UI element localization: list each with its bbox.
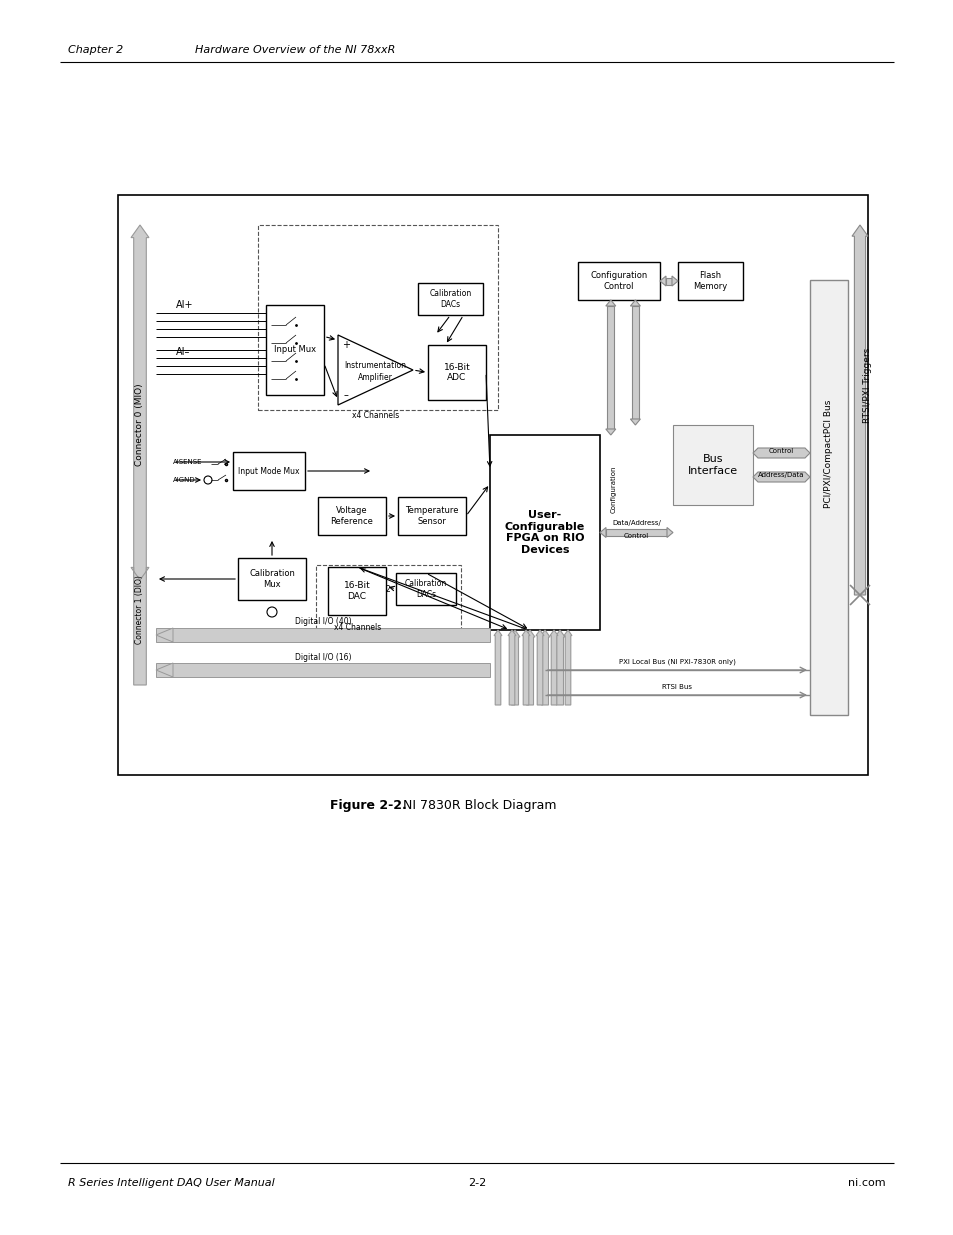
Bar	[578, 262, 659, 300]
Polygon shape	[630, 419, 639, 425]
Text: AISENSE: AISENSE	[172, 459, 202, 466]
Bar	[809, 280, 847, 715]
Text: Voltage
Reference: Voltage Reference	[331, 506, 373, 526]
Bar	[395, 573, 456, 605]
Polygon shape	[539, 630, 550, 705]
Text: ni.com: ni.com	[847, 1178, 885, 1188]
Bar	[156, 663, 490, 677]
Polygon shape	[507, 630, 516, 705]
Bar	[317, 496, 386, 535]
Polygon shape	[555, 630, 564, 705]
Text: User-
Configurable
FPGA on RIO
Devices: User- Configurable FPGA on RIO Devices	[504, 510, 584, 555]
Text: PCI/PXI/CompactPCI Bus: PCI/PXI/CompactPCI Bus	[823, 400, 833, 508]
Bar	[665, 278, 671, 284]
Text: Figure 2-2.: Figure 2-2.	[330, 799, 406, 811]
Bar	[257, 225, 497, 410]
Bar	[605, 529, 666, 536]
Polygon shape	[752, 448, 809, 458]
Bar	[397, 496, 465, 535]
Text: 2: 2	[385, 584, 390, 594]
Text: Calibration
Mux: Calibration Mux	[249, 569, 294, 589]
Text: Calibration
DACs: Calibration DACs	[429, 289, 471, 309]
Text: Hardware Overview of the NI 78xxR: Hardware Overview of the NI 78xxR	[194, 44, 395, 56]
Polygon shape	[337, 335, 413, 405]
Polygon shape	[605, 429, 615, 435]
Polygon shape	[524, 630, 535, 705]
Text: 16-Bit
ADC: 16-Bit ADC	[443, 363, 470, 382]
Polygon shape	[851, 225, 867, 595]
Text: AI–: AI–	[175, 347, 191, 357]
Bar	[631, 306, 639, 419]
Bar	[428, 345, 485, 400]
Polygon shape	[563, 630, 572, 705]
Polygon shape	[599, 527, 605, 537]
Text: Bus
Interface: Bus Interface	[687, 454, 738, 475]
Text: Configuration: Configuration	[610, 466, 617, 514]
Text: RTSI Bus: RTSI Bus	[661, 684, 692, 690]
Polygon shape	[156, 663, 172, 677]
Bar	[233, 452, 305, 490]
Text: AI+: AI+	[175, 300, 193, 310]
Bar	[417, 283, 482, 315]
Bar	[315, 564, 460, 634]
Polygon shape	[131, 567, 149, 685]
Text: Flash
Memory: Flash Memory	[693, 272, 727, 290]
Polygon shape	[605, 300, 615, 306]
Polygon shape	[131, 225, 149, 580]
Text: Amplifier: Amplifier	[357, 373, 393, 383]
Text: Address/Data: Address/Data	[758, 472, 804, 478]
Polygon shape	[630, 300, 639, 306]
Text: Instrumentation: Instrumentation	[344, 361, 406, 369]
Polygon shape	[671, 275, 678, 287]
Polygon shape	[510, 630, 519, 705]
Bar	[607, 306, 614, 429]
Text: Calibration
DACs: Calibration DACs	[404, 579, 447, 599]
Polygon shape	[752, 472, 809, 482]
Bar	[118, 195, 867, 776]
Text: Digital I/O (40): Digital I/O (40)	[294, 616, 351, 625]
Polygon shape	[550, 630, 558, 705]
Text: AIGND: AIGND	[172, 477, 195, 483]
Bar	[266, 305, 324, 395]
Bar	[156, 629, 490, 642]
Text: Control: Control	[768, 448, 793, 454]
Text: Chapter 2: Chapter 2	[68, 44, 123, 56]
Text: x4 Channels: x4 Channels	[352, 410, 398, 420]
Bar	[490, 435, 599, 630]
Text: R Series Intelligent DAQ User Manual: R Series Intelligent DAQ User Manual	[68, 1178, 274, 1188]
Text: PXI Local Bus (NI PXI-7830R only): PXI Local Bus (NI PXI-7830R only)	[618, 658, 735, 666]
Text: x4 Channels: x4 Channels	[334, 622, 381, 631]
Text: Temperature
Sensor: Temperature Sensor	[405, 506, 458, 526]
Polygon shape	[536, 630, 543, 705]
Bar	[237, 558, 306, 600]
Polygon shape	[666, 527, 672, 537]
Text: –: –	[343, 390, 348, 400]
Text: Input Mux: Input Mux	[274, 346, 315, 354]
Text: Data/Address/: Data/Address/	[612, 520, 660, 526]
Text: Control: Control	[623, 532, 648, 538]
Text: 16-Bit
DAC: 16-Bit DAC	[343, 582, 370, 600]
Text: Input Mode Mux: Input Mode Mux	[238, 467, 299, 475]
Text: Connector 0 (MIO): Connector 0 (MIO)	[135, 384, 144, 467]
Text: RTSI/PXI Triggers: RTSI/PXI Triggers	[862, 347, 872, 422]
Text: Connector 1 (DIO): Connector 1 (DIO)	[135, 576, 144, 645]
Bar	[678, 262, 742, 300]
Polygon shape	[494, 630, 501, 705]
Text: Configuration
Control: Configuration Control	[590, 272, 647, 290]
Bar	[672, 425, 752, 505]
Polygon shape	[156, 629, 172, 642]
Text: +: +	[341, 340, 350, 350]
Text: Digital I/O (16): Digital I/O (16)	[294, 653, 351, 662]
Polygon shape	[659, 275, 665, 287]
Bar	[328, 567, 386, 615]
Text: NI 7830R Block Diagram: NI 7830R Block Diagram	[395, 799, 556, 811]
Text: 2-2: 2-2	[467, 1178, 486, 1188]
Polygon shape	[521, 630, 530, 705]
